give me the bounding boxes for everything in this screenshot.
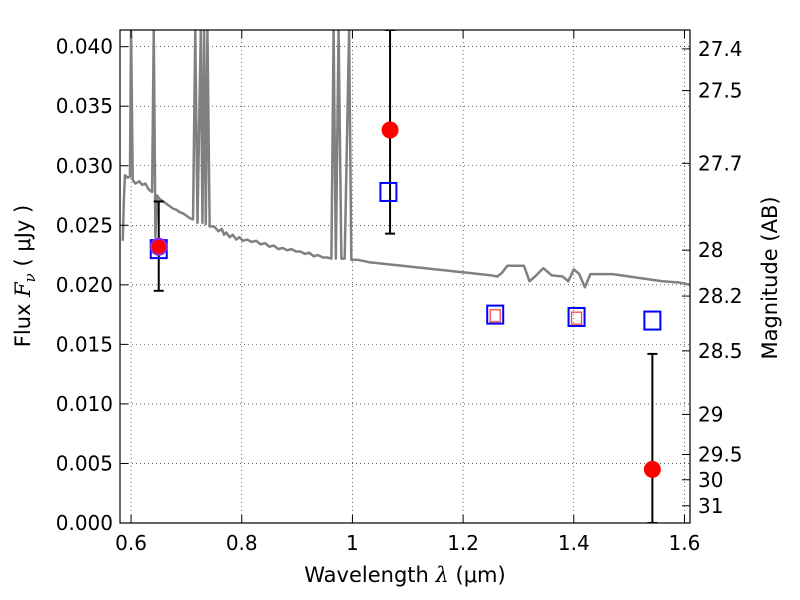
observed-point-marker: [381, 121, 399, 139]
x-tick-label: 1.2: [447, 531, 479, 555]
mag-tick-label: 29: [698, 402, 723, 426]
inner-square-marker: [489, 309, 501, 323]
axis-ticks: 0.6 0.8 1 1.2 1.4 1.6 0.000 0.005 0.010 0.015 0.02…: [56, 30, 743, 555]
mag-tick-label: 27.7: [698, 151, 743, 175]
x-tick-label: 0.8: [226, 531, 258, 555]
y-axis-label: Flux Fν ( μJy ): [11, 205, 39, 347]
mag-tick-label: 30: [698, 468, 723, 492]
mag-tick-label: 27.5: [698, 79, 743, 103]
mag-tick-label: 28.5: [698, 339, 743, 363]
x-tick-label: 1.6: [669, 531, 701, 555]
y-tick-label: 0.040: [56, 35, 113, 59]
y-tick-label: 0.035: [56, 94, 113, 118]
y-tick-label: 0.005: [56, 451, 113, 475]
error-bars: [153, 30, 658, 523]
mag-tick-label: 28.2: [698, 284, 743, 308]
x-tick-label: 1: [346, 531, 359, 555]
inner-square-marker: [570, 311, 583, 325]
y-tick-label: 0.010: [56, 392, 113, 416]
y-tick-label: 0.000: [56, 511, 113, 535]
plot-frame: [119, 29, 691, 524]
mag-tick-label: 31: [698, 494, 723, 518]
y-tick-label: 0.020: [56, 273, 113, 297]
mag-tick-label: 27.4: [698, 37, 743, 61]
model-photometry-marker: [643, 310, 662, 331]
model-photometry-marker: [567, 306, 586, 327]
right-axis-label: Magnitude (AB): [758, 196, 782, 359]
y-tick-label: 0.025: [56, 213, 113, 237]
model-spectrum-layer: [121, 30, 690, 289]
mag-tick-label: 28: [698, 238, 723, 262]
observed-point-marker: [643, 460, 661, 478]
mag-tick-label: 29.5: [698, 442, 743, 466]
model-photometry-marker: [379, 181, 398, 202]
model-photometry-marker: [486, 304, 505, 325]
y-tick-label: 0.015: [56, 332, 113, 356]
x-tick-label: 0.6: [115, 531, 147, 555]
model-spectrum-line: [121, 30, 690, 289]
observed-point-marker: [149, 237, 168, 256]
x-tick-label: 1.4: [558, 531, 590, 555]
x-axis-label: Wavelength λ (μm): [304, 563, 505, 587]
markers: [149, 121, 662, 478]
y-tick-label: 0.030: [56, 154, 113, 178]
